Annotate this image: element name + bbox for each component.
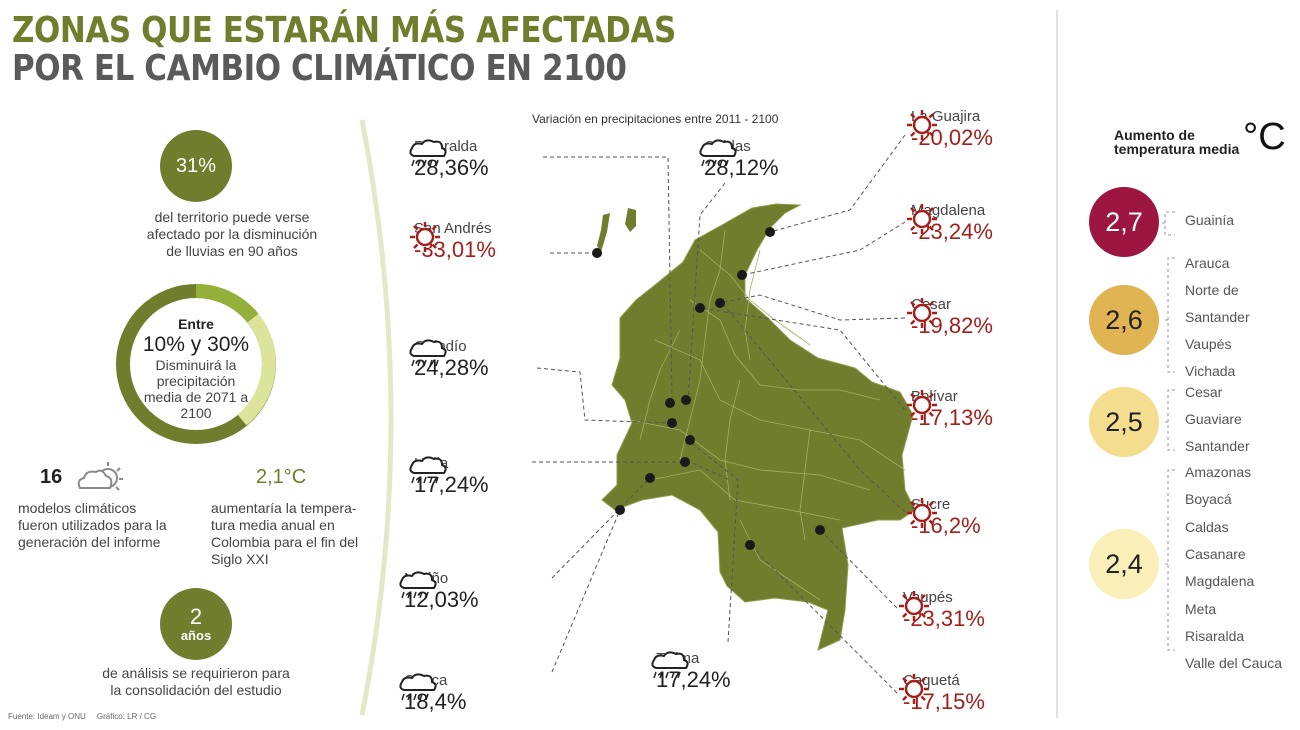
stat-2-circle: 2 años [160,588,232,660]
temperature-region: Santander [1185,309,1250,325]
temperature-region: Caldas [1185,518,1229,535]
stat-21c-text: aumentaría la tempera- tura media anual … [211,500,359,567]
region-sucre: Sucre -16,2% [905,496,981,539]
cloud-sun-icon [77,462,123,491]
region-value: 28,12% [704,155,779,180]
san-andres-island [597,213,610,252]
providencia-island [625,208,636,232]
region-quind-o: Quindío24,28% [408,338,489,381]
stat-2-value: 2 [189,603,203,629]
region-la-guajira: La Guajira -20,02% [905,108,993,151]
temperature-region: Boyacá [1185,491,1232,508]
temperature-region: Valle del Cauca [1185,655,1283,672]
ring-text: Entre 10% y 30% Disminuirá la precipitac… [136,316,256,421]
temperature-title: Aumento de temperatura media [1114,127,1240,157]
ring-top: Entre [178,316,214,332]
region-caldas: Caldas28,12% [698,138,779,181]
temperature-region: Meta [1185,600,1217,617]
stat-2-text: de análisis se requirieron para la conso… [102,665,290,698]
stat-31-circle: 31% [160,130,232,202]
temperature-region: Arauca [1185,255,1230,271]
temperature-region: Magdalena [1185,573,1255,590]
title-line-2: POR EL CAMBIO CLIMÁTICO EN 2100 [12,48,627,89]
temperature-region: Cesar [1185,384,1223,400]
map-subtitle: Variación en precipitaciones entre 2011 … [532,112,779,126]
temperature-region: Risaralda [1185,627,1245,644]
source-note: Fuente: Ideam y ONU Gráfico: LR / CG [8,712,157,721]
stat-16-text: modelos climáticos fueron utilizados par… [18,500,167,550]
temperature-region: Amazonas [1185,464,1252,480]
region-nari-o: Nariño12,03% [398,570,479,613]
temperature-circle: 2,5 [1089,387,1159,457]
region-cesar: Cesar-19,82% [905,296,993,339]
temperature-unit: °C [1243,116,1286,158]
curved-separator [359,119,394,716]
region-name: San Andrés [414,220,492,237]
region-value: 12,03% [404,587,479,612]
map-dots [592,227,825,550]
region-tolima: Tolima17,24% [650,650,731,693]
colombia-map [597,203,916,651]
ring-main: 10% y 30% [142,333,250,356]
temperature-circle: 2,6 [1089,285,1159,355]
stat-31-value: 31% [175,154,217,177]
title-line-1: ZONAS QUE ESTARÁN MÁS AFECTADAS [12,10,676,51]
temperature-brackets [1160,211,1175,651]
temperature-region: Guainía [1185,212,1235,228]
temperature-region: Guaviare [1185,411,1242,427]
region-value: 18,4% [404,689,467,714]
region-magdalena: Magdalena -23,24% [905,202,993,245]
temperature-region: Santander [1185,438,1250,454]
stat-16-value: 16 [40,466,63,488]
stat-21c-value: 2,1°C [256,466,307,488]
region-caquet-: Caquetá -17,15% [897,672,985,715]
region-san-andr-s: San Andrés -33,01% [408,220,496,263]
region-cauca: Cauca18,4% [398,672,466,715]
region-value: 24,28% [414,355,489,380]
stat-31-text: del territorio puede verse afectado por … [146,209,318,259]
temperature-circle: 2,7 [1089,187,1159,257]
temperature-circle: 2,4 [1089,529,1159,599]
temperature-region: Vaupés [1185,336,1232,352]
region-huila: Huila17,24% [408,455,489,498]
temperature-region: Norte de [1185,282,1239,298]
stat-2-unit: años [180,627,212,643]
region-risaralda: Risaralda 28,36% [408,138,489,181]
colombia-mainland [601,203,916,651]
region-vaup-s: Vaupés -23,31% [897,589,985,632]
temperature-region: Vichada [1185,363,1236,379]
region-value: 17,24% [656,667,731,692]
region-value: 28,36% [414,155,489,180]
region-value: 17,24% [414,472,489,497]
region-bol-var: Bolívar -17,13% [905,388,993,431]
temperature-region: Casanare [1185,545,1246,562]
